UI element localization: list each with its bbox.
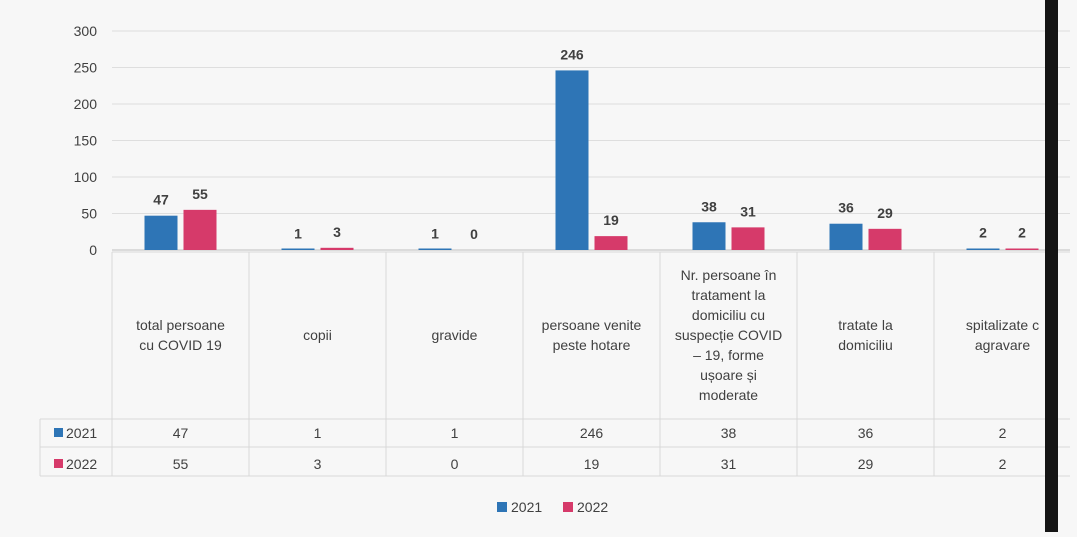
y-tick-label: 50 [81, 206, 97, 222]
bar-2021 [418, 248, 452, 250]
table-legend-key [54, 459, 63, 468]
data-label: 47 [153, 192, 169, 208]
bar-2021 [144, 215, 178, 250]
table-legend-key [54, 428, 63, 437]
data-label: 1 [431, 225, 439, 241]
category-label: gravide [432, 327, 478, 343]
y-tick-label: 200 [74, 96, 98, 112]
bar-2021 [692, 222, 726, 250]
table-cell: 47 [173, 425, 189, 441]
table-cell: 38 [721, 425, 737, 441]
bar-2022 [868, 228, 902, 250]
category-label: agravare [975, 337, 1030, 353]
bar-2022 [731, 227, 765, 250]
bar-2022 [183, 209, 217, 250]
table-cell: 31 [721, 456, 737, 472]
category-label: persoane venite [542, 317, 642, 333]
table-cell: 246 [580, 425, 604, 441]
legend-label: 2021 [511, 499, 542, 515]
category-label: domiciliu cu [692, 307, 765, 323]
category-label: domiciliu [838, 337, 892, 353]
table-row-header: 2022 [66, 456, 97, 472]
category-label: copii [303, 327, 332, 343]
y-tick-label: 300 [74, 23, 98, 39]
data-label: 19 [603, 212, 619, 228]
data-label: 36 [838, 200, 854, 216]
category-label: peste hotare [553, 337, 631, 353]
bar-2022 [594, 236, 628, 250]
legend-swatch [563, 502, 573, 512]
y-tick-label: 100 [74, 169, 98, 185]
table-cell: 2 [999, 456, 1007, 472]
data-label: 3 [333, 224, 341, 240]
table-row-header: 2021 [66, 425, 97, 441]
legend-swatch [497, 502, 507, 512]
category-label: cu COVID 19 [139, 337, 222, 353]
table-cell: 1 [451, 425, 459, 441]
category-label: – 19, forme [693, 347, 764, 363]
table-cell: 3 [314, 456, 322, 472]
bar-2021 [555, 70, 589, 250]
page-edge-shadow [1045, 0, 1058, 532]
table-cell: 36 [858, 425, 874, 441]
data-label: 38 [701, 198, 717, 214]
legend-label: 2022 [577, 499, 608, 515]
category-label: spitalizate c [966, 317, 1039, 333]
y-tick-label: 150 [74, 133, 98, 149]
category-label: tratament la [692, 287, 766, 303]
bar-2021 [966, 248, 1000, 250]
data-label: 2 [979, 225, 987, 241]
bar-2022 [1005, 248, 1039, 250]
bar-2022 [320, 247, 354, 250]
category-label: total persoane [136, 317, 225, 333]
category-label: tratate la [838, 317, 893, 333]
data-label: 2 [1018, 225, 1026, 241]
category-label: suspecție COVID [675, 327, 782, 343]
bar-2021 [281, 248, 315, 250]
y-tick-label: 250 [74, 60, 98, 76]
table-cell: 29 [858, 456, 874, 472]
data-label: 29 [877, 205, 893, 221]
data-label: 246 [560, 46, 584, 62]
data-label: 55 [192, 186, 208, 202]
bar-2021 [829, 223, 863, 250]
data-label: 1 [294, 225, 302, 241]
category-label: Nr. persoane în [681, 267, 777, 283]
data-label: 31 [740, 203, 756, 219]
category-label: ușoare și [700, 367, 757, 383]
table-cell: 1 [314, 425, 322, 441]
table-cell: 55 [173, 456, 189, 472]
table-cell: 19 [584, 456, 600, 472]
table-cell: 2 [999, 425, 1007, 441]
category-label: moderate [699, 387, 758, 403]
table-cell: 0 [451, 456, 459, 472]
data-label: 0 [470, 226, 478, 242]
y-tick-label: 0 [89, 242, 97, 258]
